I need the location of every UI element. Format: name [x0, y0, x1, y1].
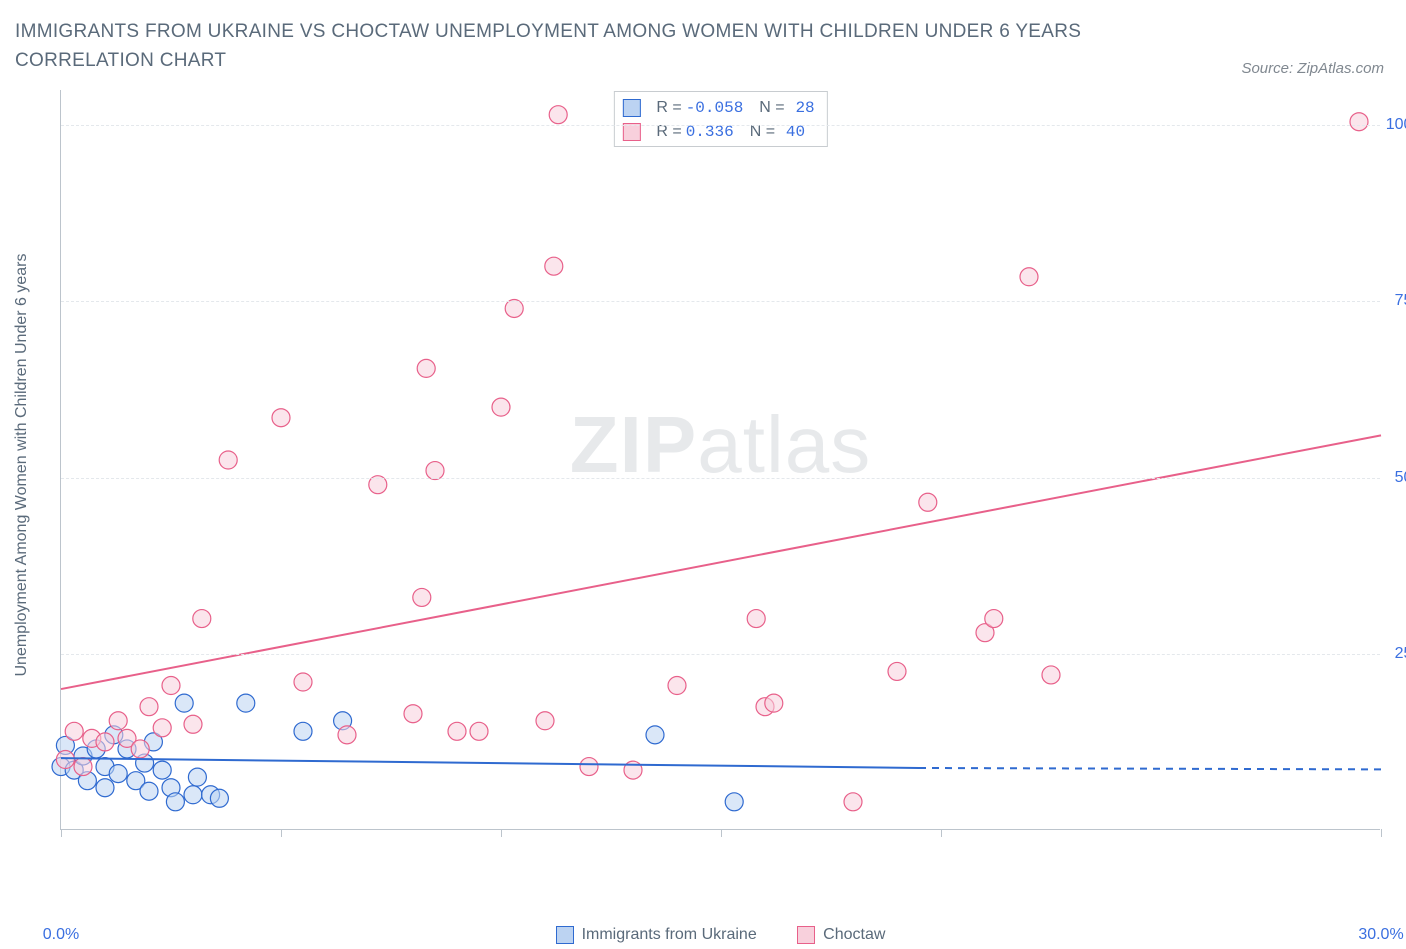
point-a — [184, 786, 202, 804]
gridline — [61, 654, 1380, 655]
x-tick — [281, 829, 282, 837]
point-b — [56, 751, 74, 769]
point-b — [765, 694, 783, 712]
point-b — [162, 677, 180, 695]
r-value-b: 0.336 — [686, 120, 734, 144]
point-b — [844, 793, 862, 811]
r-value-a: -0.058 — [686, 96, 744, 120]
point-a — [109, 765, 127, 783]
point-a — [96, 779, 114, 797]
point-a — [646, 726, 664, 744]
point-a — [237, 694, 255, 712]
x-tick — [941, 829, 942, 837]
x-tick — [61, 829, 62, 837]
y-tick-label: 100.0% — [1386, 116, 1406, 134]
swatch-a — [622, 99, 640, 117]
point-b — [985, 610, 1003, 628]
point-a — [175, 694, 193, 712]
legend-label-b: Choctaw — [823, 926, 885, 944]
point-b — [580, 758, 598, 776]
source-attribution: Source: ZipAtlas.com — [1241, 60, 1384, 77]
legend-label-a: Immigrants from Ukraine — [582, 926, 757, 944]
point-a — [166, 793, 184, 811]
n-value-a: 28 — [789, 96, 815, 120]
point-b — [272, 409, 290, 427]
point-b — [747, 610, 765, 628]
legend-swatch-b — [797, 926, 815, 944]
point-a — [294, 722, 312, 740]
point-b — [448, 722, 466, 740]
point-b — [338, 726, 356, 744]
chart-svg — [61, 90, 1380, 829]
point-b — [1350, 113, 1368, 131]
n-value-b: 40 — [779, 120, 805, 144]
point-a — [153, 761, 171, 779]
point-b — [184, 715, 202, 733]
point-b — [919, 493, 937, 511]
y-tick-label: 25.0% — [1395, 645, 1406, 663]
point-b — [1020, 268, 1038, 286]
r-label: R = — [656, 120, 681, 144]
x-tick — [1381, 829, 1382, 837]
x-tick — [501, 829, 502, 837]
point-b — [470, 722, 488, 740]
point-b — [219, 451, 237, 469]
n-label: N = — [750, 120, 775, 144]
y-axis-label: Unemployment Among Women with Children U… — [13, 253, 31, 676]
y-tick-label: 75.0% — [1395, 292, 1406, 310]
legend-item-b: Choctaw — [797, 926, 885, 944]
trendline-b — [61, 435, 1381, 689]
point-b — [1042, 666, 1060, 684]
point-b — [413, 588, 431, 606]
r-label: R = — [656, 96, 681, 120]
point-b — [549, 106, 567, 124]
point-b — [131, 740, 149, 758]
gridline — [61, 125, 1380, 126]
point-a — [210, 789, 228, 807]
gridline — [61, 478, 1380, 479]
stats-legend: R = -0.058 N = 28 R = 0.336 N = 40 — [613, 91, 827, 147]
legend-swatch-a — [556, 926, 574, 944]
point-b — [193, 610, 211, 628]
point-b — [888, 662, 906, 680]
point-b — [545, 257, 563, 275]
point-a — [140, 782, 158, 800]
x-tick — [721, 829, 722, 837]
point-b — [417, 359, 435, 377]
chart-title: IMMIGRANTS FROM UKRAINE VS CHOCTAW UNEMP… — [15, 18, 1115, 75]
gridline — [61, 301, 1380, 302]
legend-item-a: Immigrants from Ukraine — [556, 926, 757, 944]
trendline-a-dash — [919, 768, 1381, 769]
point-b — [294, 673, 312, 691]
trendline-a — [61, 758, 919, 768]
stats-row-b: R = 0.336 N = 40 — [622, 120, 814, 144]
point-b — [74, 758, 92, 776]
stats-row-a: R = -0.058 N = 28 — [622, 96, 814, 120]
point-b — [536, 712, 554, 730]
legend-bottom: Immigrants from Ukraine Choctaw — [61, 926, 1380, 949]
y-tick-label: 50.0% — [1395, 469, 1406, 487]
point-a — [725, 793, 743, 811]
point-b — [668, 677, 686, 695]
point-a — [188, 768, 206, 786]
point-b — [109, 712, 127, 730]
plot-area: ZIPatlas R = -0.058 N = 28 R = 0.336 N =… — [60, 90, 1380, 830]
x-tick-label: 0.0% — [43, 926, 79, 944]
n-label: N = — [759, 96, 784, 120]
point-b — [404, 705, 422, 723]
point-b — [492, 398, 510, 416]
point-b — [65, 722, 83, 740]
point-b — [140, 698, 158, 716]
x-tick-label: 30.0% — [1358, 926, 1403, 944]
point-b — [96, 733, 114, 751]
point-b — [153, 719, 171, 737]
